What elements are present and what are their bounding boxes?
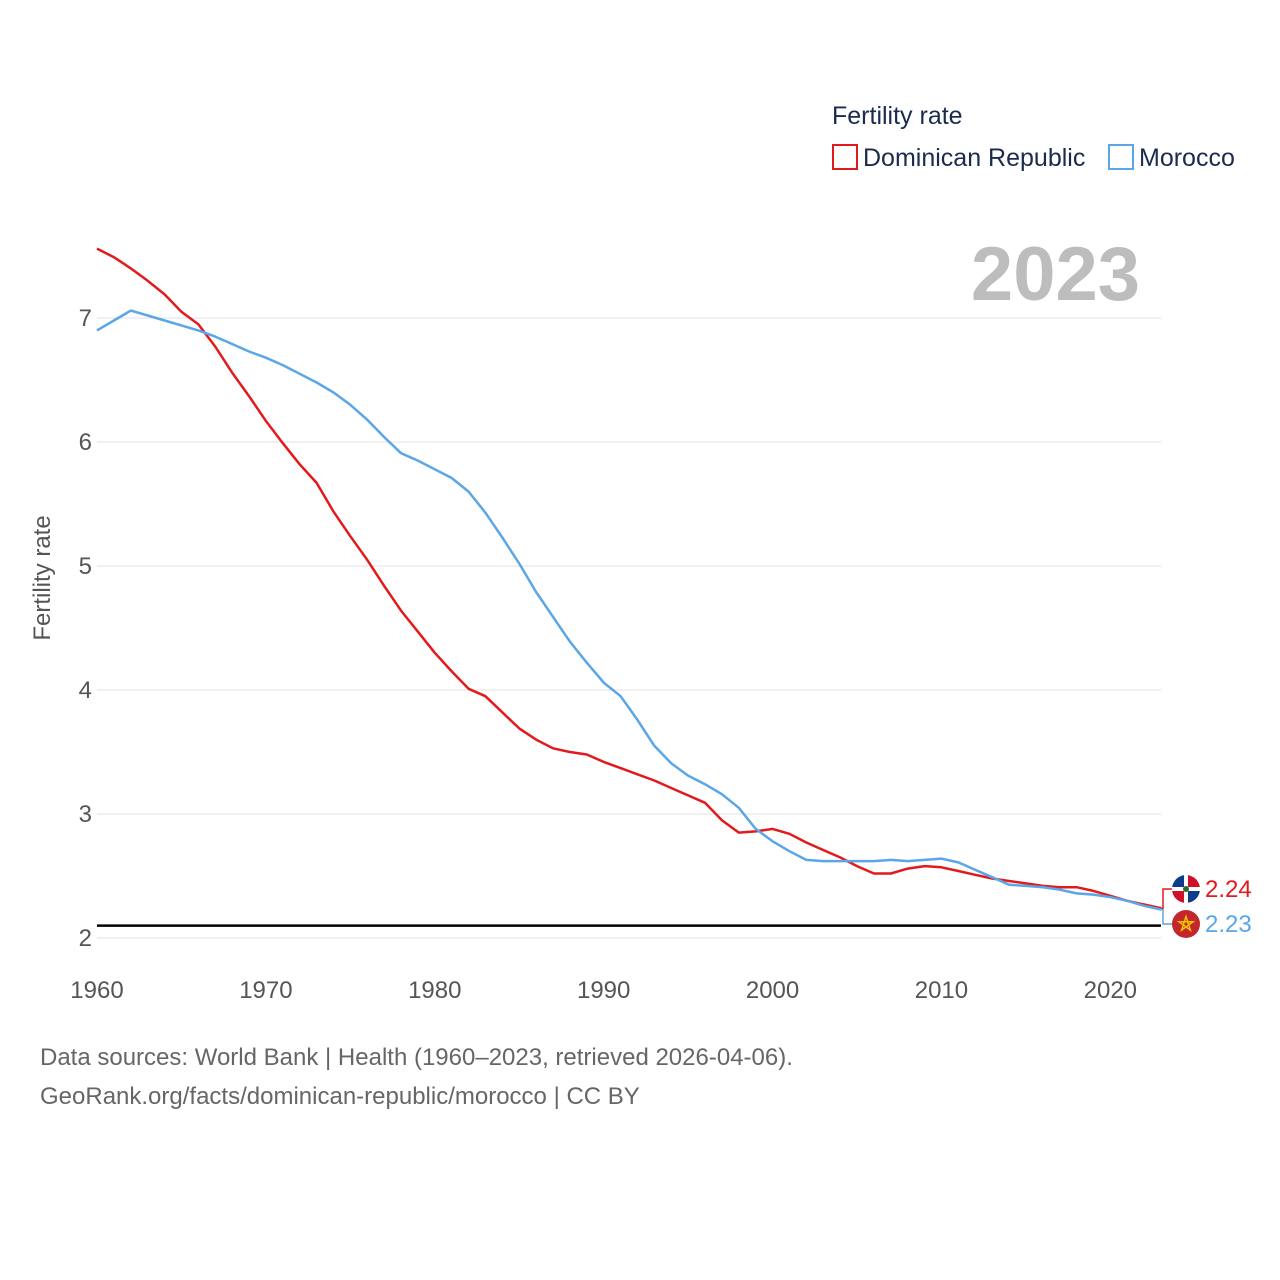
end-connector-morocco <box>1161 908 1173 925</box>
flag-dominican-republic-icon <box>1172 875 1200 903</box>
y-tick-labels: 2 3 4 5 6 7 <box>79 305 92 952</box>
flag-quarter-red <box>1186 875 1200 889</box>
x-tick-label: 1980 <box>408 977 461 1004</box>
y-tick-label: 7 <box>79 305 92 332</box>
x-tick-label: 1970 <box>239 977 292 1004</box>
gridlines <box>97 317 1161 939</box>
footer-source: Data sources: World Bank | Health (1960–… <box>40 1044 793 1071</box>
legend-swatch-dominican-republic[interactable] <box>832 144 858 170</box>
flag-star <box>1176 914 1196 933</box>
y-axis-label: Fertility rate <box>29 515 56 640</box>
end-markers: 2.24 2.23 <box>1161 875 1252 938</box>
legend: Fertility rate Dominican Republic Morocc… <box>832 102 1235 172</box>
flag-quarter-blue <box>1186 889 1200 903</box>
y-tick-label: 3 <box>79 801 92 828</box>
legend-label-morocco[interactable]: Morocco <box>1139 144 1235 172</box>
y-tick-label: 6 <box>79 429 92 456</box>
fertility-chart: Fertility rate Dominican Republic Morocc… <box>29 102 1252 1004</box>
end-value-label-dominican-republic: 2.24 <box>1205 876 1252 903</box>
flag-emblem <box>1183 886 1189 892</box>
x-tick-label: 1990 <box>577 977 630 1004</box>
series-lines <box>96 247 1162 911</box>
legend-title: Fertility rate <box>832 102 963 130</box>
series-line-dominican-republic[interactable] <box>96 247 1162 910</box>
flag-quarter-blue <box>1172 875 1186 889</box>
x-tick-label: 2020 <box>1084 977 1137 1004</box>
end-connector-dominican-republic <box>1161 888 1173 909</box>
flag-morocco-icon <box>1172 910 1200 938</box>
end-value-label-morocco: 2.23 <box>1205 911 1252 938</box>
legend-swatch-morocco[interactable] <box>1108 144 1134 170</box>
x-tick-label: 2000 <box>746 977 799 1004</box>
x-tick-label: 2010 <box>915 977 968 1004</box>
flag-quarter-red <box>1172 889 1186 903</box>
x-tick-labels: 1960 1970 1980 1990 2000 2010 2020 <box>70 977 1137 1004</box>
legend-label-dominican-republic[interactable]: Dominican Republic <box>863 144 1085 172</box>
footer-attribution[interactable]: GeoRank.org/facts/dominican-republic/mor… <box>40 1083 640 1110</box>
flag-base <box>1172 910 1200 938</box>
series-line-morocco[interactable] <box>96 309 1162 911</box>
y-tick-label: 4 <box>79 677 92 704</box>
x-tick-label: 1960 <box>70 977 123 1004</box>
year-watermark: 2023 <box>971 232 1140 317</box>
y-tick-label: 5 <box>79 553 92 580</box>
y-tick-label: 2 <box>79 925 92 952</box>
